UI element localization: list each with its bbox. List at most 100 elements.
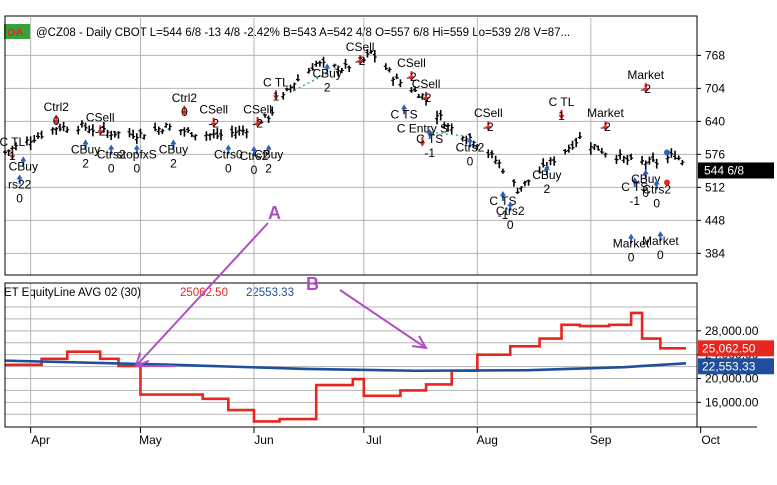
signal-label: C TS	[621, 180, 648, 194]
annotation-layer: A B	[134, 203, 428, 368]
signal-qty: 1	[558, 109, 565, 123]
axes-layer: Apr May Jun Jul Aug Sep Oct 384 448 512 576 640 704 7…	[4, 15, 774, 447]
y-tick-label: 576	[705, 147, 725, 161]
equity-y-tick-label: 16,000.00	[705, 395, 759, 409]
sell-arrow-icon	[181, 105, 188, 116]
signal-qty: -2	[600, 120, 611, 134]
last-trade-dot	[664, 179, 670, 186]
y-tick-label: 448	[705, 213, 725, 227]
signal-qty: -2	[406, 70, 417, 84]
sell-arrow-icon	[423, 91, 430, 102]
signal-qty: -2	[483, 120, 494, 134]
buy-arrow-icon	[628, 233, 635, 244]
signal-qty: -2	[421, 91, 432, 105]
signal-label: C TL	[263, 75, 289, 89]
signal-label: Ctrs2	[240, 149, 269, 163]
annotation-a: A	[268, 203, 281, 223]
avg-line	[4, 359, 687, 373]
buy-arrow-icon	[324, 63, 331, 74]
signal-label: CBuy	[254, 147, 283, 161]
signal-qty: 2	[82, 156, 89, 170]
equity-y-tick-label: 20,000.00	[705, 372, 759, 386]
buy-arrow-icon	[543, 165, 550, 176]
sell-arrow-icon	[210, 117, 217, 128]
sell-arrow-icon	[642, 83, 649, 94]
trend-dots	[425, 130, 463, 137]
signal-qty: 0	[133, 161, 140, 175]
signal-qty: 0	[628, 251, 635, 265]
sell-arrow-icon	[53, 115, 60, 126]
signal-qty: 2	[544, 182, 551, 196]
signal-label: Market	[587, 106, 624, 120]
sell-arrow-icon	[97, 125, 104, 136]
signal-qty: 0	[657, 248, 664, 262]
buy-arrow-icon	[657, 231, 664, 242]
buy-arrow-icon	[108, 144, 115, 155]
buy-arrow-icon	[225, 144, 232, 155]
signal-qty: 0	[225, 161, 232, 175]
signal-qty: 2	[170, 156, 177, 170]
signal-qty: 0	[251, 163, 258, 177]
signal-qty: 0	[507, 218, 514, 232]
signal-qty: -2	[208, 117, 219, 131]
signal-qty: 0	[16, 191, 23, 205]
x-tick-label: Apr	[31, 433, 50, 447]
sell-arrow-icon	[408, 71, 415, 82]
signal-label: Market	[642, 234, 679, 248]
equity-lines	[4, 311, 687, 423]
signal-qty: 2	[324, 81, 331, 95]
signal-label: CBuy	[532, 168, 561, 182]
signal-qty: 0	[108, 161, 115, 175]
signal-label: CSell	[86, 110, 115, 124]
signal-label: CSell	[346, 40, 375, 54]
signal-label: C TL	[0, 135, 26, 149]
signal-label: Market	[627, 68, 664, 82]
signal-qty: -1	[498, 208, 509, 222]
last-trade-dot	[664, 149, 670, 156]
signal-qty: 0	[53, 114, 60, 128]
signal-label: CBuy	[159, 142, 188, 156]
avg-value-label: 22,553.33	[702, 359, 756, 373]
symbol-badge	[4, 24, 30, 39]
signal-qty: 1	[9, 149, 16, 163]
x-tick-label: Oct	[701, 433, 720, 447]
signal-qty: 0	[653, 197, 660, 211]
signal-qty: 1	[273, 89, 280, 103]
buy-arrow-icon	[507, 201, 514, 212]
buy-arrow-icon	[642, 169, 649, 180]
signal-label: C TS	[391, 107, 418, 121]
signal-qty: -2	[640, 82, 651, 96]
buy-arrow-icon	[401, 104, 408, 115]
price-bars	[3, 49, 685, 194]
signal-qty: 0	[642, 186, 649, 200]
y-tick-label: 512	[705, 180, 725, 194]
buy-arrow-icon	[426, 129, 433, 140]
signal-label: Ctrl2	[44, 100, 70, 114]
x-tick-label: May	[139, 433, 162, 447]
last-price-label: 544 6/8	[704, 163, 744, 177]
chart-header: @CZ08 - Daily CBOT L=544 6/8 -13 4/8 -2.…	[36, 27, 570, 39]
equity-value-label: 25,062.50	[702, 341, 756, 355]
signal-qty: -2	[252, 117, 263, 131]
equity-line	[5, 311, 687, 423]
equity-y-tick-label: 28,000.00	[705, 324, 759, 338]
lower-title: ET EquityLine AVG 02 (30)	[4, 287, 141, 299]
signal-label: CSell	[474, 106, 503, 120]
buy-arrow-icon	[16, 174, 23, 185]
last-price-flag	[698, 162, 774, 179]
sell-arrow-icon	[272, 90, 279, 101]
sell-arrow-icon	[602, 121, 609, 132]
signal-label: CSell	[412, 77, 441, 91]
signal-qty: -1	[424, 146, 435, 160]
buy-arrow-icon	[20, 156, 27, 167]
signal-label: stopfxS	[117, 147, 157, 161]
buy-arrow-icon	[466, 137, 473, 148]
buy-arrow-icon	[653, 179, 660, 190]
signal-label: CBuy	[313, 67, 342, 81]
signal-qty: 0	[181, 105, 188, 119]
signal-label: Market	[613, 237, 650, 251]
sell-arrow-icon	[254, 117, 261, 128]
